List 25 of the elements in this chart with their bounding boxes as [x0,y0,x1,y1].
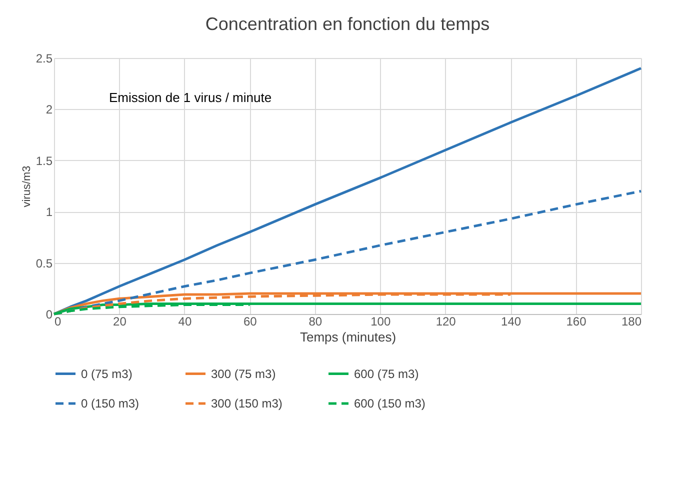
y-tick-label: 1.5 [36,154,53,168]
x-tick-label: 60 [243,314,258,328]
x-tick-label: 40 [178,314,192,328]
y-axis-title: virus/m3 [20,166,33,208]
x-tick-label: 160 [566,314,587,328]
x-tick-label: 0 [54,314,62,328]
chart-title: Concentration en fonction du temps [205,14,490,34]
x-tick-label: 20 [113,314,127,328]
y-tick-label: 2 [46,102,53,117]
x-tick-label: 80 [308,314,322,328]
y-tick-label: 2.5 [36,52,53,66]
legend-label: 0 (150 m3) [81,396,140,410]
annotation: Emission de 1 virus / minute [109,90,272,105]
legend-label: 300 (150 m3) [211,396,282,410]
legend-label: 600 (150 m3) [354,396,426,410]
y-tick-label: 1 [46,205,53,220]
y-tick-label: 0.5 [36,256,53,270]
legend-label: 600 (75 m3) [354,366,419,381]
x-tick-label: 120 [436,314,456,328]
x-axis-title: Temps (minutes) [300,330,396,344]
x-tick-label: 180 [621,314,642,328]
legend-label: 300 (75 m3) [211,366,276,381]
x-tick-label: 140 [501,314,522,328]
x-tick-label: 100 [370,314,391,328]
legend-label: 0 (75 m3) [81,366,132,381]
